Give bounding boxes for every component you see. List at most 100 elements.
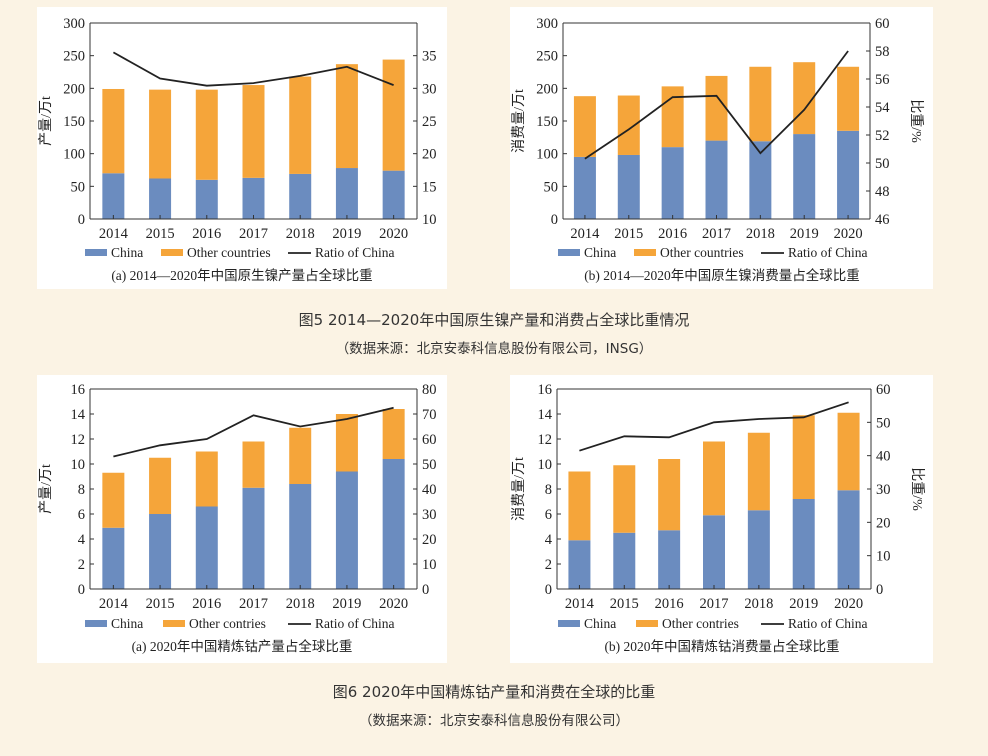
bar-other-2017	[703, 441, 725, 516]
bar-china-2015	[149, 178, 172, 219]
legend-swatch-other	[636, 620, 658, 627]
y2-tick-label: 25	[422, 114, 437, 130]
bar-other-2016	[661, 86, 684, 148]
y2-tick-label: 40	[422, 482, 437, 498]
chart-cobalt-consumption: 0 2 4 6 8 10 12 14 16 0 10 20 30 40 50 60 2014 2015 2016 20…	[511, 382, 925, 654]
y-tick-label: 50	[71, 179, 86, 195]
x-tick-label: 2014	[570, 226, 600, 242]
bar-other-2017	[242, 441, 265, 488]
chart-panel-cobalt-production: 0 2 4 6 8 10 12 14 16 0 10 20 30 40 50 60 70 80 2014 2015 20…	[37, 375, 447, 663]
y2-tick-label: 50	[876, 415, 891, 431]
y2-tick-label: 40	[876, 449, 891, 465]
x-tick-label: 2015	[610, 596, 639, 612]
ratio-line	[113, 406, 394, 458]
bar-china-2015	[617, 154, 640, 219]
legend-label-china: China	[111, 245, 143, 260]
x-tick-label: 2015	[614, 226, 643, 242]
chart-panel-nickel-consumption: 0 50 100 150 200 250 300 46 48 50 52 54 56 58 60 2014 20…	[510, 7, 933, 289]
y2-tick-label: 52	[875, 128, 890, 144]
figure-5-source: （数据来源：北京安泰科信息股份有限公司，INSG）	[335, 341, 653, 357]
bar-other-2014	[102, 88, 125, 174]
y-tick-label: 150	[536, 114, 558, 130]
y2-tick-label: 30	[422, 507, 437, 523]
y-tick-label: 6	[78, 507, 85, 523]
legend-label-ratio: Ratio of China	[315, 616, 395, 631]
y-tick-label: 0	[78, 582, 85, 598]
y2-tick-label: 60	[422, 432, 437, 448]
legend-swatch-other	[163, 620, 185, 627]
y2-tick-label: 58	[875, 44, 890, 60]
y-tick-label: 200	[63, 81, 85, 97]
legend-label-other: Other countries	[660, 245, 744, 260]
y2-tick-label: 60	[876, 382, 891, 398]
y-tick-label: 4	[545, 532, 553, 548]
y-tick-label: 250	[63, 49, 85, 65]
y-tick-label: 6	[545, 507, 552, 523]
y2-tick-label: 0	[422, 582, 429, 598]
x-tick-label: 2018	[286, 596, 315, 612]
bar-other-2019	[792, 415, 815, 499]
bar-china-2020	[837, 130, 860, 219]
x-tick-label: 2014	[565, 596, 595, 612]
legend-label-other: Other contries	[662, 616, 739, 631]
y-tick-label: 10	[71, 457, 86, 473]
bar-china-2017	[242, 487, 265, 589]
x-tick-label: 2020	[379, 226, 408, 242]
y-tick-label: 16	[71, 382, 86, 398]
y-axis-label: 产量/万t	[38, 96, 54, 146]
x-tick-label: 2016	[655, 596, 684, 612]
x-tick-label: 2020	[834, 226, 863, 242]
bar-other-2016	[658, 459, 681, 531]
y-tick-label: 200	[536, 81, 558, 97]
bar-china-2020	[837, 490, 860, 589]
x-tick-label: 2016	[192, 596, 221, 612]
legend-swatch-other	[634, 249, 656, 256]
bar-other-2016	[195, 89, 218, 180]
y2-tick-label: 20	[422, 532, 437, 548]
bar-other-2020	[382, 409, 405, 459]
legend-label-ratio: Ratio of China	[788, 245, 868, 260]
bar-china-2014	[102, 527, 125, 589]
y-tick-label: 50	[544, 179, 559, 195]
chart-nickel-consumption: 0 50 100 150 200 250 300 46 48 50 52 54 56 58 60 2014 20…	[511, 16, 924, 283]
y-tick-label: 0	[78, 212, 85, 228]
bar-china-2018	[289, 484, 312, 589]
y2-tick-label: 20	[876, 515, 891, 531]
y2-tick-label: 15	[422, 179, 437, 195]
legend: China Other countries Ratio of China	[558, 245, 868, 260]
y-tick-label: 100	[536, 147, 558, 163]
bar-other-2014	[102, 472, 125, 528]
bar-china-2018	[289, 173, 312, 219]
y2-axis-label: 比重/%	[909, 467, 925, 511]
chart-nickel-production: 0 50 100 150 200 250 300 10 15 20 25 30 35 2014 2015 20…	[38, 16, 437, 283]
y2-tick-label: 56	[875, 72, 890, 88]
y-axis-label: 产量/万t	[38, 464, 54, 514]
axes	[89, 22, 418, 220]
ratio-line	[112, 51, 394, 87]
bar-other-2018	[749, 66, 772, 142]
y-tick-label: 300	[536, 16, 558, 32]
x-tick-label: 2018	[744, 596, 773, 612]
chart-subtitle: (a) 2014—2020年中国原生镍产量占全球比重	[111, 267, 372, 283]
axes	[556, 388, 872, 590]
figure-5-caption: 图5 2014—2020年中国原生镍产量和消费占全球比重情况	[298, 311, 690, 329]
legend-swatch-china	[558, 620, 580, 627]
legend: China Other countries Ratio of China	[85, 245, 395, 260]
x-tick-label: 2017	[700, 596, 729, 612]
x-tick-label: 2014	[99, 596, 129, 612]
legend-label-other: Other contries	[189, 616, 266, 631]
bar-china-2015	[613, 532, 636, 589]
bar-other-2020	[837, 66, 860, 131]
x-tick-label: 2019	[790, 226, 819, 242]
x-tick-label: 2017	[702, 226, 731, 242]
bar-other-2015	[613, 465, 636, 533]
chart-panel-nickel-production: 0 50 100 150 200 250 300 10 15 20 25 30 35 2014 2015 20…	[37, 7, 447, 289]
bar-china-2019	[335, 168, 358, 219]
bar-china-2014	[573, 156, 596, 219]
x-tick-label: 2016	[658, 226, 687, 242]
y-tick-label: 12	[71, 432, 86, 448]
y-tick-label: 150	[63, 114, 85, 130]
bar-china-2016	[658, 530, 681, 589]
bar-china-2016	[195, 506, 218, 589]
legend-swatch-china	[85, 249, 107, 256]
